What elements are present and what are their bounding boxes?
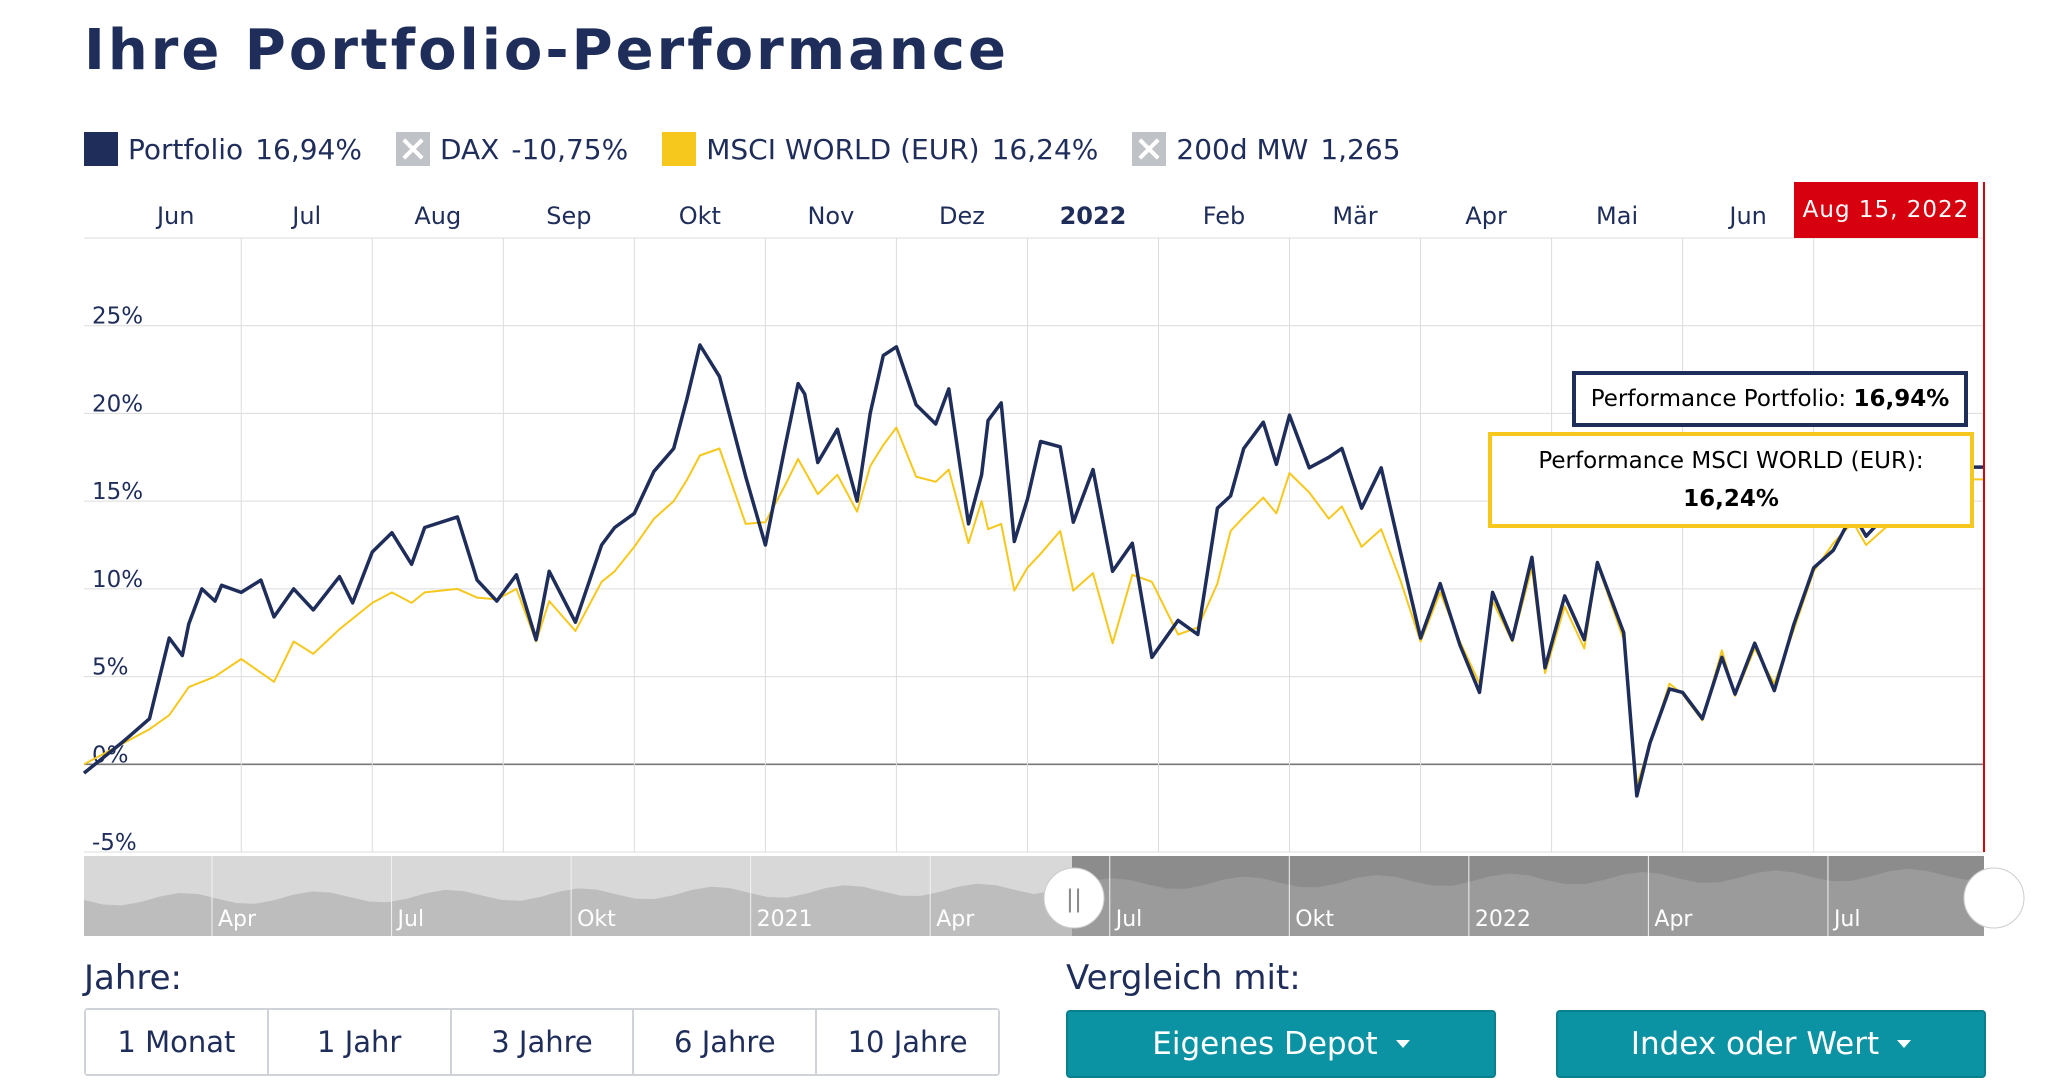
navigator-label: 2021 bbox=[757, 907, 813, 932]
navigator-area bbox=[84, 868, 1984, 936]
period-button-10-jahre[interactable]: 10 Jahre bbox=[817, 1010, 998, 1074]
navigator-label: Apr bbox=[936, 907, 975, 932]
dropdown-label: Eigenes Depot bbox=[1152, 1026, 1378, 1062]
x-tick-label: Okt bbox=[679, 202, 721, 230]
y-tick-label: 5% bbox=[92, 655, 129, 681]
index-oder-wert-dropdown[interactable]: Index oder Wert bbox=[1556, 1010, 1986, 1078]
dropdown-label: Index oder Wert bbox=[1630, 1026, 1880, 1062]
x-tick-label: Jun bbox=[155, 202, 195, 230]
years-label: Jahre: bbox=[84, 958, 183, 998]
legend-name: 200d MW bbox=[1176, 132, 1309, 166]
navigator-label: Jul bbox=[396, 907, 425, 932]
legend-name: DAX bbox=[439, 132, 500, 166]
x-tick-label: Sep bbox=[546, 202, 591, 230]
legend-name: Portfolio bbox=[128, 132, 244, 166]
period-button-3-jahre[interactable]: 3 Jahre bbox=[451, 1010, 635, 1074]
x-tick-label: Mär bbox=[1332, 202, 1377, 230]
y-tick-label: -5% bbox=[92, 830, 137, 856]
navigator-handle-right-top bbox=[1963, 867, 2025, 929]
series-line-portfolio bbox=[82, 343, 1984, 798]
y-tick-label: 10% bbox=[92, 567, 143, 593]
x-tick-label: Jun bbox=[1727, 202, 1767, 230]
navigator-label: Jul bbox=[1114, 907, 1143, 932]
legend-value: 16,24% bbox=[991, 132, 1099, 166]
portfolio-swatch-icon bbox=[84, 132, 118, 166]
disabled-x-icon bbox=[1132, 132, 1167, 166]
y-tick-label: 25% bbox=[92, 304, 143, 330]
msci-swatch-icon bbox=[662, 132, 697, 166]
legend-value: 16,94% bbox=[255, 132, 362, 166]
legend-item-msci-world[interactable]: MSCI WORLD (EUR) 16,24% bbox=[662, 132, 1098, 166]
tooltip-label: Performance MSCI WORLD (EUR): bbox=[1538, 448, 1924, 474]
period-selector: 1 Monat 1 Jahr 3 Jahre 6 Jahre 10 Jahre bbox=[84, 1008, 1000, 1076]
navigator-label: Okt bbox=[577, 907, 616, 932]
caret-down-icon bbox=[1897, 1040, 1912, 1048]
navigator-label: Jul bbox=[1832, 907, 1861, 932]
navigator-label: Okt bbox=[1295, 907, 1334, 932]
x-tick-label: Nov bbox=[807, 202, 854, 230]
caret-down-icon bbox=[1395, 1040, 1410, 1048]
x-tick-label: 2022 bbox=[1060, 202, 1127, 230]
eigenes-depot-dropdown[interactable]: Eigenes Depot bbox=[1066, 1010, 1496, 1078]
legend-item-portfolio[interactable]: Portfolio 16,94% bbox=[84, 132, 362, 166]
tooltip-portfolio: Performance Portfolio: 16,94% bbox=[1572, 371, 1968, 427]
date-marker-label: Aug 15, 2022 bbox=[1794, 182, 1978, 238]
x-tick-label: Jul bbox=[290, 202, 321, 230]
period-button-6-jahre[interactable]: 6 Jahre bbox=[634, 1010, 818, 1074]
x-tick-label: Apr bbox=[1465, 202, 1507, 230]
legend-item-200d-mw[interactable]: 200d MW 1,265 bbox=[1132, 132, 1401, 166]
navigator-label: Apr bbox=[1654, 907, 1693, 932]
period-button-1-monat[interactable]: 1 Monat bbox=[86, 1010, 269, 1074]
legend-value: -10,75% bbox=[511, 132, 629, 166]
navigator-label: 2022 bbox=[1475, 907, 1531, 932]
tooltip-value: 16,24% bbox=[1683, 486, 1779, 512]
handle-grip-icon: || bbox=[1066, 885, 1082, 913]
y-tick-label: 20% bbox=[92, 391, 143, 417]
x-tick-label: Dez bbox=[939, 202, 985, 230]
x-tick-label: Mai bbox=[1596, 202, 1638, 230]
navigator-label: Apr bbox=[218, 907, 257, 932]
navigator-handle-left bbox=[1043, 867, 1105, 929]
tooltip-label: Performance Portfolio: bbox=[1590, 386, 1847, 412]
legend-value: 1,265 bbox=[1320, 132, 1401, 166]
tooltip-value: 16,94% bbox=[1853, 386, 1950, 412]
period-button-1-jahr[interactable]: 1 Jahr bbox=[268, 1010, 452, 1074]
page-title: Ihre Portfolio-Performance bbox=[84, 18, 1009, 83]
x-tick-label: Feb bbox=[1203, 202, 1246, 230]
y-tick-label: 15% bbox=[92, 479, 143, 505]
compare-label: Vergleich mit: bbox=[1066, 958, 1301, 998]
tooltip-msci-world: Performance MSCI WORLD (EUR): 16,24% bbox=[1488, 432, 1974, 528]
x-tick-label: Aug bbox=[414, 202, 461, 230]
legend-name: MSCI WORLD (EUR) bbox=[706, 132, 980, 166]
disabled-x-icon bbox=[395, 132, 430, 166]
chart-legend: Portfolio 16,94% DAX -10,75% MSCI WORLD … bbox=[84, 132, 1435, 166]
legend-item-dax[interactable]: DAX -10,75% bbox=[395, 132, 629, 166]
